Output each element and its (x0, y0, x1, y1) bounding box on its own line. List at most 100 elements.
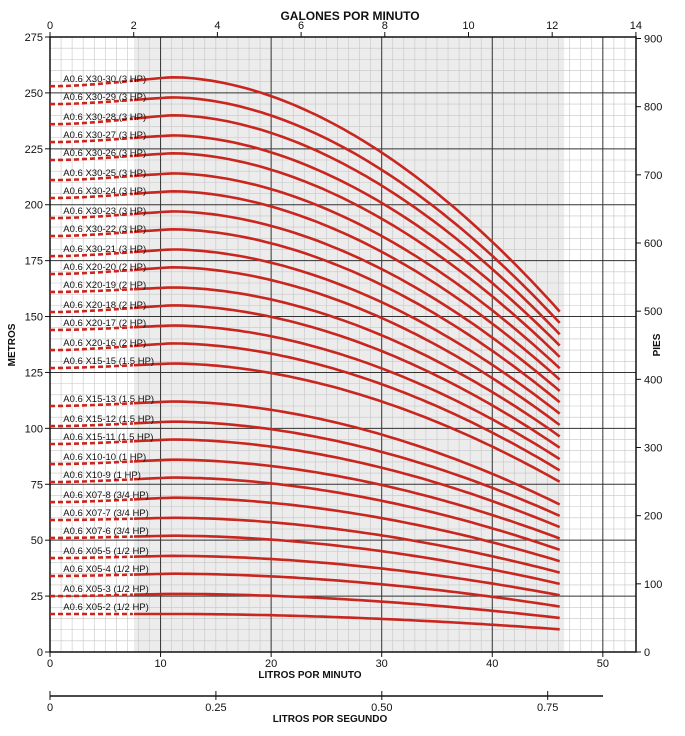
bottom-tick-label: 40 (486, 658, 498, 670)
top-tick-label: 0 (47, 20, 53, 32)
right-tick-label: 600 (644, 238, 662, 250)
bottom-axis-title: LITROS POR MINUTO (258, 670, 361, 681)
curve-line (133, 534, 560, 586)
axes: 0 10 20 30 40 500 2 4 6 8 10 12 14025507510012515017… (25, 20, 663, 714)
bottom-tick-label: 30 (376, 658, 388, 670)
curve-label: A0.6 X30-30 (3 HP) (63, 74, 146, 85)
curve-label: A0.6 X10-10 (1 HP) (63, 452, 146, 463)
left-tick-label: 50 (31, 535, 43, 547)
curve-dashed-segment (50, 363, 133, 370)
left-tick-label: 225 (25, 144, 43, 156)
curve-label: A0.6 X20-17 (2 HP) (63, 318, 146, 329)
left-tick-label: 200 (25, 200, 43, 212)
secondary-tick-label: 0 (47, 702, 53, 714)
curve-label: A0.6 X15-15 (1.5 HP) (63, 356, 154, 367)
curve-line (133, 96, 561, 324)
right-tick-label: 900 (644, 34, 662, 46)
right-tick-label: 100 (644, 579, 662, 591)
curve-line (133, 75, 561, 313)
curve-line (133, 362, 561, 483)
curve-dashed-segment (49, 268, 133, 276)
right-tick-label: 400 (644, 374, 662, 386)
curve-label: A0.6 X20-18 (2 HP) (63, 300, 146, 311)
secondary-axis-title: LITROS POR SEGUNDO (273, 714, 388, 725)
curve-line (133, 248, 561, 415)
curve-label: A0.6 X30-29 (3 HP) (63, 92, 146, 103)
curve-dashed-segment (50, 136, 133, 144)
left-tick-label: 75 (31, 479, 43, 491)
curve-dashed-segment (49, 325, 133, 332)
curve-dashed-segment (50, 535, 133, 540)
curve-dashed-segment (50, 117, 134, 126)
bottom-tick-label: 0 (47, 658, 53, 670)
curve-label: A0.6 X30-27 (3 HP) (63, 130, 146, 141)
plot-border (49, 36, 637, 653)
secondary-tick-label: 0.50 (371, 702, 392, 714)
curve-label: A0.6 X15-12 (1.5 HP) (63, 414, 154, 425)
curve-dashed-segment (50, 98, 133, 106)
curve-label: A0.6 X05-3 (1/2 HP) (63, 584, 149, 595)
curve-line (133, 476, 561, 552)
curve-dashed-segment (50, 440, 133, 446)
curve-line (133, 554, 560, 597)
curve-line (133, 592, 560, 620)
curve-dashed-segment (49, 250, 133, 258)
curve-label: A0.6 X05-4 (1/2 HP) (63, 564, 149, 575)
bottom-tick-label: 20 (265, 658, 277, 670)
curve-dashed-segment (50, 478, 133, 484)
curve-label: A0.6 X05-2 (1/2 HP) (63, 602, 149, 613)
curve-label: A0.6 X30-24 (3 HP) (63, 186, 146, 197)
curve-line (133, 227, 561, 404)
curve-line (133, 324, 561, 461)
curve-labels: A0.6 X30-30 (3 HP) A0.6 X30-29 (3 HP) A0.6… (63, 74, 154, 613)
top-tick-label: 12 (546, 20, 558, 32)
curve-label: A0.6 X07-7 (3/4 HP) (63, 508, 149, 519)
curve-dashed-segment (50, 230, 133, 238)
right-tick-label: 200 (644, 511, 662, 523)
curve-dashed-segment (50, 555, 133, 560)
curve-line (134, 612, 560, 631)
curve-label: A0.6 X30-23 (3 HP) (63, 206, 146, 217)
top-tick-label: 2 (131, 20, 137, 32)
curve-line (133, 342, 561, 472)
top-tick-label: 4 (214, 20, 220, 32)
top-tick-label: 6 (298, 20, 304, 32)
curve-label: A0.6 X05-5 (1/2 HP) (63, 546, 149, 557)
left-tick-label: 125 (25, 367, 43, 379)
left-tick-label: 25 (31, 591, 43, 603)
bottom-tick-label: 10 (154, 658, 166, 670)
performance-curves (49, 75, 561, 631)
top-tick-label: 10 (462, 20, 474, 32)
right-axis-title: PIES (652, 333, 663, 356)
curve-label: A0.6 X20-20 (2 HP) (63, 262, 146, 273)
curve-label: A0.6 X20-19 (2 HP) (63, 280, 146, 291)
left-tick-label: 275 (25, 32, 43, 44)
curve-line (133, 400, 561, 506)
curve-line (133, 210, 561, 392)
secondary-tick-label: 0.25 (205, 702, 226, 714)
left-tick-label: 0 (37, 647, 43, 659)
curve-label: A0.6 X30-25 (3 HP) (63, 168, 146, 179)
right-tick-label: 700 (644, 170, 662, 182)
curve-line (133, 496, 561, 563)
curve-label: A0.6 X15-13 (1.5 HP) (63, 394, 154, 405)
left-tick-label: 250 (25, 88, 43, 100)
left-tick-label: 100 (25, 423, 43, 435)
curve-dashed-segment (50, 344, 133, 352)
curve-dashed-segment (50, 154, 133, 162)
top-tick-label: 14 (630, 20, 642, 32)
right-tick-label: 500 (644, 306, 662, 318)
curve-line (133, 265, 561, 427)
curve-line (133, 438, 561, 529)
right-tick-label: 800 (644, 102, 662, 114)
secondary-tick-label: 0.75 (537, 702, 558, 714)
curve-label: A0.6 X07-6 (3/4 HP) (63, 526, 149, 537)
curve-label: A0.6 X10-9 (1 HP) (63, 470, 141, 481)
curve-dashed-segment (50, 174, 133, 182)
curve-line (133, 189, 561, 381)
plot-frame (49, 36, 637, 653)
curve-line (133, 516, 561, 574)
curve-dashed-segment (49, 498, 133, 504)
curve-dashed-segment (50, 402, 133, 408)
curve-dashed-segment (50, 192, 133, 200)
